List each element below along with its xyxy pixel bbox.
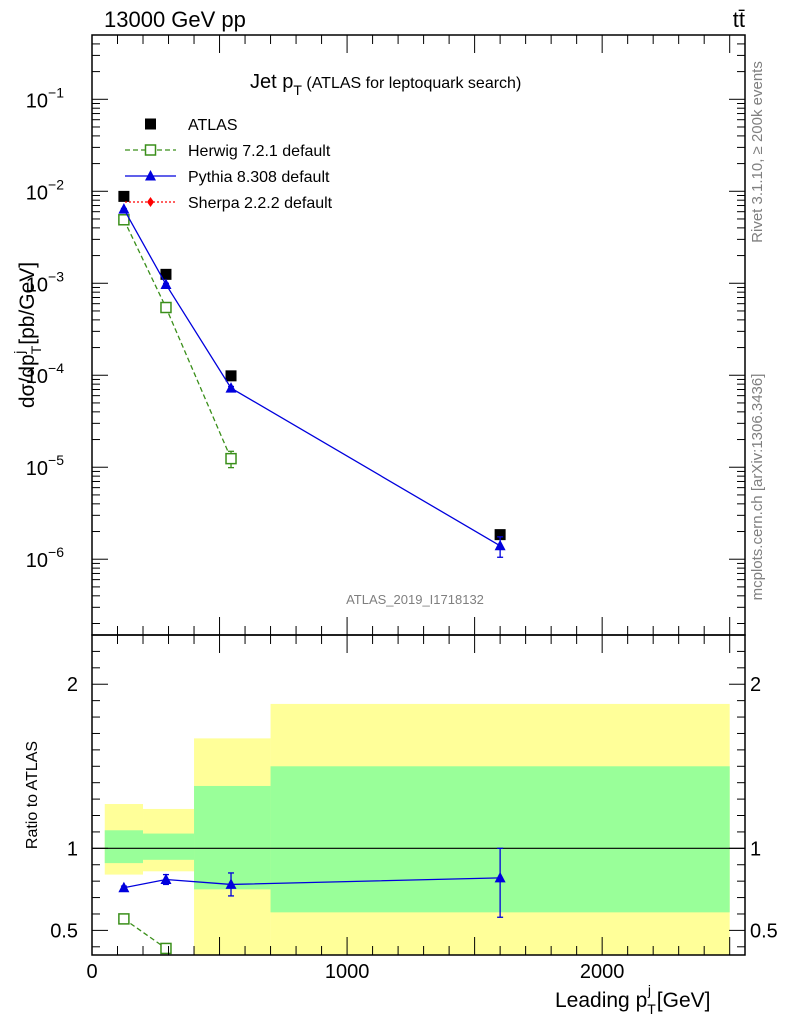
ratio-y-tick-label-right: 1	[750, 838, 761, 860]
analysis-watermark: ATLAS_2019_I1718132	[346, 592, 484, 607]
ratio-pythia-point	[160, 873, 172, 885]
y-axis-label-main: dσ/dp	[16, 354, 39, 408]
y-axis-label-suffix: [pb/GeV]	[16, 262, 39, 351]
legend-herwig-marker	[144, 144, 157, 156]
x-tick-label: 2000	[580, 961, 625, 983]
y-tick-label: 10−4	[26, 360, 64, 388]
ratio-pythia-line	[123, 877, 501, 889]
y-tick-label: 10−3	[26, 268, 64, 296]
main-pythia-line	[123, 208, 501, 547]
main-pythia-point	[225, 382, 237, 393]
legend-pythia-label: Pythia 8.308 default	[188, 169, 330, 186]
plot-title-main: Jet p	[250, 71, 293, 93]
process-label: tt̄	[733, 7, 745, 32]
x-axis-label-suffix: [GeV]	[651, 989, 711, 1012]
main-herwig-point	[118, 214, 130, 226]
main-pythia-point	[118, 203, 130, 214]
ratio-pythia-point	[494, 871, 506, 883]
ratio-panel-frame	[91, 634, 746, 956]
band-inner-2	[194, 785, 271, 890]
main-atlas-point	[118, 190, 130, 202]
y-axis-label-sub: T	[28, 345, 44, 354]
plot-title: Jet pT (ATLAS for leptoquark search)	[250, 71, 521, 98]
legend-sherpa-marker	[147, 197, 154, 207]
y-tick-label: 10−5	[26, 452, 64, 480]
legend-sherpa-label: Sherpa 2.2.2 default	[188, 195, 333, 212]
main-atlas-point	[160, 268, 172, 280]
ratio-pythia-point	[225, 878, 237, 889]
energy-label: 13000 GeV pp	[104, 7, 246, 32]
legend-atlas-label: ATLAS	[188, 117, 238, 134]
legend-herwig-label: Herwig 7.2.1 default	[188, 143, 331, 160]
ratio-herwig-point	[118, 913, 130, 925]
axis-ticks	[91, 34, 745, 955]
ratio-herwig-line	[123, 918, 167, 949]
x-axis-label: Leading pTj [GeV]	[555, 982, 710, 1017]
x-axis-label-main: Leading p	[555, 989, 647, 1012]
ratio-pythia-point	[118, 881, 130, 893]
main-herwig-point	[160, 301, 172, 314]
ratio-uncertainty-bands	[104, 703, 730, 955]
tick-labels: 10−6 10−5 10−4 10−3 10−2 10−1 0 1000 2000 0.5 0.5 1…	[26, 84, 778, 983]
rivet-label: Rivet 3.1.10, ≥ 200k events	[749, 61, 766, 243]
mcplots-label: mcplots.cern.ch [arXiv:1306.3436]	[749, 374, 766, 601]
ratio-y-tick-label-left: 1	[67, 838, 78, 860]
band-inner-0	[104, 830, 144, 864]
legend-pythia-marker	[145, 170, 156, 181]
main-herwig-line	[123, 219, 232, 459]
y-tick-label: 10−1	[26, 84, 64, 112]
main-pythia-point	[494, 539, 506, 551]
ratio-y-tick-label-left: 2	[67, 674, 78, 696]
y-tick-label: 10−6	[26, 544, 64, 572]
band-inner-1	[143, 833, 195, 860]
plot-title-suffix: (ATLAS for leptoquark search)	[302, 75, 521, 92]
legend: ATLAS Herwig 7.2.1 default Pythia 8.308 de…	[125, 117, 333, 212]
legend-atlas-marker	[145, 118, 156, 130]
plot-title-sub: T	[293, 82, 302, 98]
main-atlas-point	[225, 370, 237, 382]
y-axis-label: dσ/dpTj [pb/GeV]	[11, 262, 44, 408]
ratio-y-axis-label: Ratio to ATLAS	[24, 741, 41, 849]
main-atlas-point	[494, 529, 506, 541]
main-pythia-point	[160, 278, 172, 289]
x-axis-label-sup: j	[647, 982, 651, 998]
y-tick-label: 10−2	[26, 176, 64, 204]
data-layer	[118, 190, 506, 955]
ratio-y-tick-label-right: 2	[750, 674, 761, 696]
ratio-y-tick-label-right: 0.5	[750, 920, 778, 942]
ratio-herwig-point	[160, 942, 172, 955]
x-tick-label: 1000	[325, 961, 370, 983]
y-axis-label-sup: j	[11, 351, 27, 355]
ratio-y-tick-label-left: 0.5	[50, 920, 78, 942]
x-tick-label: 0	[86, 961, 97, 983]
main-herwig-point	[225, 452, 237, 465]
x-axis-label-sub: T	[647, 1001, 656, 1017]
